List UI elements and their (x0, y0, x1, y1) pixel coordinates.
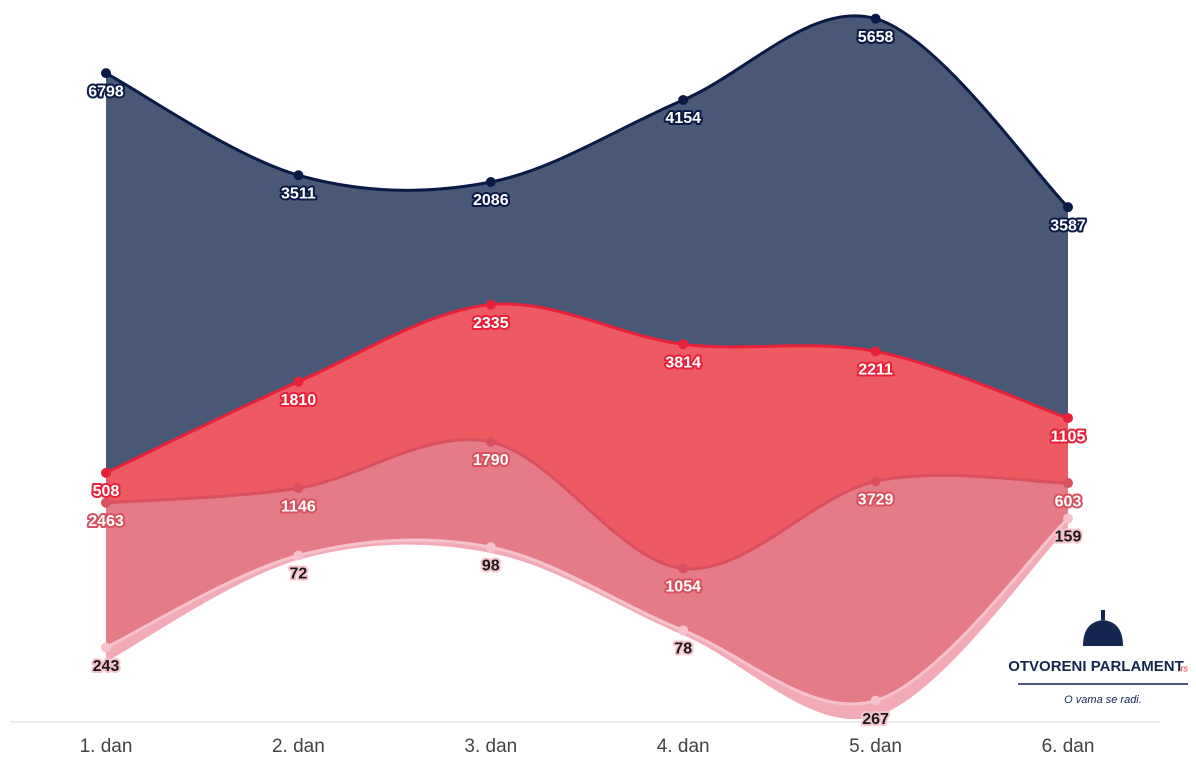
point (678, 94, 689, 105)
point (293, 170, 304, 181)
point (485, 299, 496, 310)
point (870, 13, 881, 24)
data-label: 3814 (665, 354, 701, 371)
data-label: 4154 (665, 110, 701, 127)
data-label: 72 (290, 566, 308, 583)
point (101, 642, 111, 653)
logo-tagline: O vama se radi. (1064, 694, 1142, 706)
data-label: 2211 (858, 362, 893, 379)
point (293, 376, 304, 387)
point (485, 436, 496, 447)
data-label: 1054 (665, 579, 701, 596)
stream-line (105, 438, 1069, 571)
stream-line (105, 14, 1070, 209)
data-label: 2463 (88, 513, 124, 530)
data-label: 6798 (88, 83, 124, 100)
data-label: 243 (93, 658, 120, 675)
x-tick-label: 4. dan (657, 736, 710, 757)
logo: OTVORENI PARLAMENT .rs O vama se radi. (1008, 610, 1188, 706)
point (870, 346, 881, 357)
x-tick-label: 3. dan (464, 736, 517, 757)
data-label: 267 (862, 711, 889, 728)
point (870, 695, 881, 706)
stream-area (106, 303, 1068, 569)
point (101, 497, 111, 508)
data-label: 5658 (858, 29, 894, 46)
point (485, 542, 496, 553)
logo-dome-top (1101, 610, 1105, 620)
data-label: 1810 (281, 392, 317, 409)
point (101, 467, 111, 478)
data-label: 3729 (858, 492, 894, 509)
point (678, 339, 689, 350)
logo-name: OTVORENI PARLAMENT (1008, 658, 1184, 675)
x-tick-label: 6. dan (1042, 736, 1095, 757)
logo-suffix: .rs (1178, 663, 1188, 673)
data-label: 508 (93, 483, 120, 500)
x-tick-label: 2. dan (272, 736, 325, 757)
point (678, 625, 689, 636)
data-label: 2335 (473, 315, 509, 332)
point (293, 483, 304, 494)
stream-line (105, 517, 1070, 706)
x-tick-label: 5. dan (849, 736, 902, 757)
data-label: 1790 (473, 452, 509, 469)
data-label: 603 (1055, 493, 1082, 510)
point (870, 476, 881, 487)
data-label: 98 (482, 557, 500, 574)
point (101, 68, 111, 79)
point (678, 563, 689, 574)
stream-area (106, 439, 1068, 705)
data-label: 1146 (281, 498, 316, 515)
logo-dome (1083, 620, 1123, 646)
point (293, 550, 304, 561)
data-label: 3587 (1050, 217, 1086, 234)
point (1063, 478, 1073, 489)
point (485, 177, 496, 188)
point (1063, 513, 1073, 524)
point (1063, 202, 1073, 213)
data-label: 78 (674, 641, 692, 658)
point (1063, 413, 1073, 424)
data-label: 159 (1055, 529, 1082, 546)
data-label: 2086 (473, 192, 509, 209)
x-tick-label: 1. dan (80, 736, 133, 757)
data-label: 1105 (1051, 428, 1086, 445)
stream-line (105, 302, 1069, 475)
data-label: 3511 (281, 185, 316, 202)
